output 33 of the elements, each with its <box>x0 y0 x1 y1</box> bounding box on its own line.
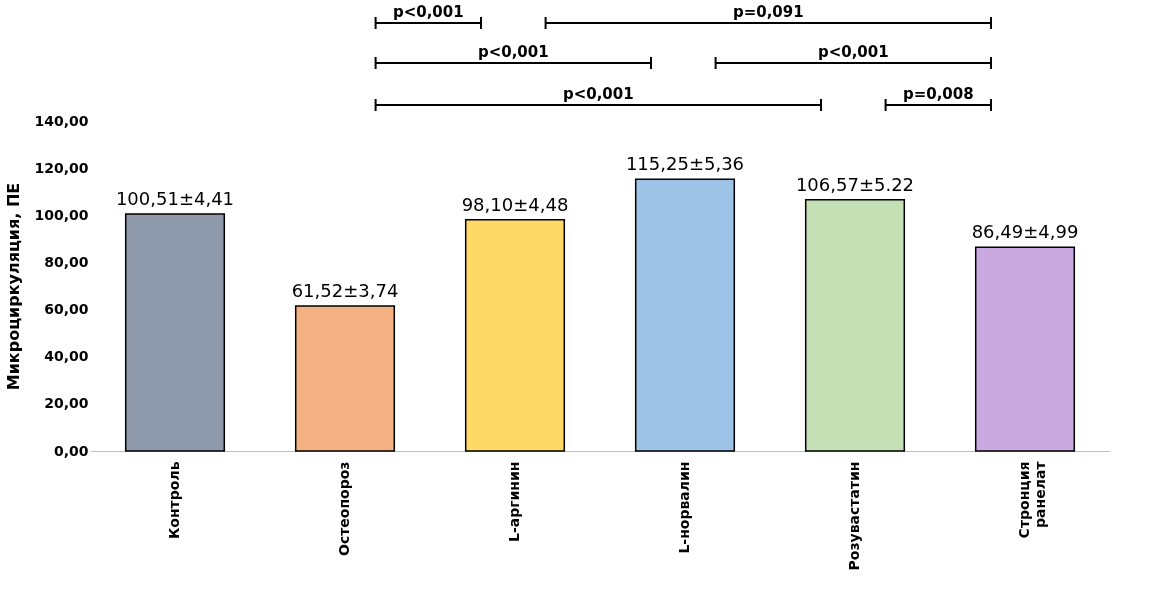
y-tick-label: 0,00 <box>53 442 89 459</box>
y-tick-label: 40,00 <box>44 348 89 365</box>
data-label: 61,52±3,74 <box>291 279 399 301</box>
x-tick-label: L-аргинин <box>506 461 522 542</box>
data-label: 100,51±4,41 <box>115 188 235 210</box>
data-label: 98,10±4,48 <box>461 193 569 215</box>
bar <box>974 246 1076 452</box>
y-tick-label: 140,00 <box>34 112 89 129</box>
y-tick-label: 100,00 <box>34 206 89 223</box>
text: p=0,008 <box>902 85 974 103</box>
text: p<0,001 <box>477 43 549 61</box>
x-tick-label: Розувастатин <box>846 461 862 571</box>
bar <box>124 213 226 452</box>
x-tick-label: Стронция ранелат <box>1016 460 1048 539</box>
x-tick-label: Остеопороз <box>336 461 352 556</box>
text: p=0,091 <box>732 3 804 21</box>
x-tick-label: L-норвалин <box>676 461 692 554</box>
data-label: 86,49±4,99 <box>971 221 1079 243</box>
text: p<0,001 <box>817 43 889 61</box>
bar <box>804 199 906 452</box>
data-label: 106,57±5.22 <box>795 173 915 195</box>
x-tick-label: Контроль <box>166 461 182 540</box>
data-label: 115,25±5,36 <box>625 153 745 175</box>
y-tick-label: 80,00 <box>44 253 89 270</box>
bar <box>294 305 396 452</box>
text: p<0,001 <box>392 3 464 21</box>
y-axis-title: Микроциркуляция, ПЕ <box>4 182 24 391</box>
y-tick-label: 20,00 <box>44 395 89 412</box>
y-tick-label: 120,00 <box>34 159 89 176</box>
bar <box>634 178 736 452</box>
y-tick-label: 60,00 <box>44 301 89 318</box>
text: p<0,001 <box>562 85 634 103</box>
bar <box>464 219 566 452</box>
